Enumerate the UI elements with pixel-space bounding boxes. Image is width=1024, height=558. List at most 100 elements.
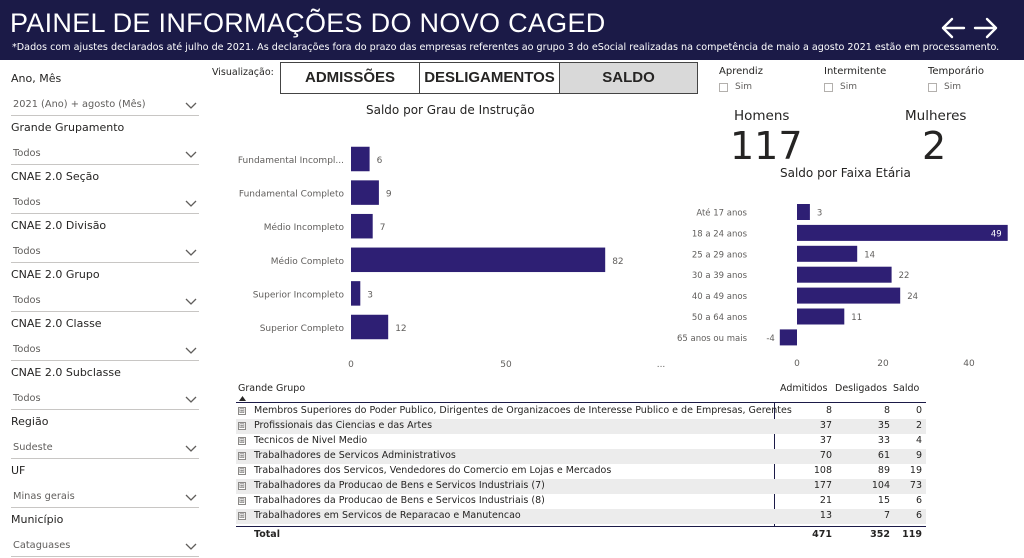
expand-icon[interactable]: ⊞ — [238, 512, 246, 520]
filter-municipio: Município Cataguases — [11, 513, 199, 557]
bar — [797, 224, 1008, 241]
row-saldo: 2 — [915, 420, 922, 431]
filter-grande-grupamento-dropdown[interactable]: Todos — [11, 145, 199, 165]
expand-icon[interactable]: ⊞ — [238, 422, 246, 430]
homens-label: Homens — [734, 108, 790, 124]
category-label: Superior Completo — [260, 324, 345, 334]
category-label: 25 a 29 anos — [692, 250, 748, 260]
bar — [351, 281, 361, 306]
expand-icon[interactable]: ⊞ — [238, 467, 246, 475]
arrow-right-icon[interactable] — [973, 14, 999, 42]
chevron-down-icon — [185, 249, 197, 256]
row-desligados: 104 — [871, 480, 890, 491]
mulheres-value: 2 — [922, 124, 947, 168]
row-desligados: 15 — [877, 495, 890, 506]
filter-value: Todos — [13, 295, 41, 306]
chevron-down-icon — [185, 543, 197, 550]
row-desligados: 35 — [877, 420, 890, 431]
checkbox[interactable] — [824, 82, 833, 92]
category-label: Fundamental Incompl... — [238, 156, 344, 166]
bar — [351, 247, 606, 273]
category-label: Médio Incompleto — [264, 222, 345, 233]
faixa-etaria-chart-title: Saldo por Faixa Etária — [780, 166, 911, 180]
filter-value: Todos — [13, 148, 41, 159]
filter-municipio-dropdown[interactable]: Cataguases — [11, 537, 199, 557]
temporario-filter: Temporário Sim — [928, 66, 985, 92]
filter-cnae-classe-dropdown[interactable]: Todos — [11, 341, 199, 361]
bar — [797, 245, 858, 262]
filter-uf-dropdown[interactable]: Minas gerais — [11, 488, 199, 508]
filter-cnae-divisao-dropdown[interactable]: Todos — [11, 243, 199, 263]
category-label: 40 a 49 anos — [692, 292, 748, 302]
filter-ano-mes-dropdown[interactable]: 2021 (Ano) + agosto (Mês) — [11, 96, 199, 116]
filter-cnae-secao: CNAE 2.0 Seção Todos — [11, 170, 199, 214]
checkbox-label: Sim — [840, 82, 857, 92]
filter-label: UF — [11, 464, 26, 477]
chevron-down-icon — [185, 347, 197, 354]
row-group-name: Trabalhadores da Producao de Bens e Serv… — [254, 480, 545, 491]
chevron-down-icon — [185, 396, 197, 403]
table-row[interactable]: ⊞ Trabalhadores da Producao de Bens e Ser… — [236, 479, 926, 494]
row-group-name: Membros Superiores do Poder Publico, Dir… — [254, 405, 792, 416]
row-desligados: 61 — [877, 450, 890, 461]
column-header-admitidos[interactable]: Admitidos — [780, 383, 828, 394]
temporario-title: Temporário — [928, 66, 985, 77]
expand-icon[interactable]: ⊞ — [238, 437, 246, 445]
expand-icon[interactable]: ⊞ — [238, 482, 246, 490]
filter-label: CNAE 2.0 Classe — [11, 317, 102, 330]
row-admitidos: 37 — [819, 435, 832, 446]
filter-regiao-dropdown[interactable]: Sudeste — [11, 439, 199, 459]
filter-ano-mes: Ano, Mês 2021 (Ano) + agosto (Mês) — [11, 72, 199, 116]
expand-icon[interactable]: ⊞ — [238, 497, 246, 505]
data-label: 22 — [899, 271, 910, 281]
chevron-down-icon — [185, 151, 197, 158]
arrow-left-icon[interactable] — [940, 14, 966, 42]
instrucao-chart-title: Saldo por Grau de Instrução — [366, 103, 535, 117]
table-header-divider — [236, 402, 926, 403]
admissoes-button[interactable]: ADMISSÕES — [280, 62, 420, 94]
filter-value: Todos — [13, 246, 41, 257]
filter-value: Todos — [13, 344, 41, 355]
filter-value: 2021 (Ano) + agosto (Mês) — [13, 99, 146, 110]
filter-uf: UF Minas gerais — [11, 464, 199, 508]
filter-value: Minas gerais — [13, 491, 75, 502]
aprendiz-sim-option[interactable]: Sim — [719, 82, 752, 92]
checkbox[interactable] — [719, 82, 728, 92]
row-admitidos: 13 — [819, 510, 832, 521]
header-bar: PAINEL DE INFORMAÇÕES DO NOVO CAGED *Dad… — [0, 0, 1024, 60]
table-row[interactable]: ⊞ Profissionais das Ciencias e das Artes 3… — [236, 419, 926, 434]
grande-grupo-table: Grande Grupo Admitidos Desligados Saldo … — [232, 378, 932, 558]
row-saldo: 0 — [915, 405, 922, 416]
x-tick-label: 20 — [877, 359, 889, 369]
filter-cnae-secao-dropdown[interactable]: Todos — [11, 194, 199, 214]
intermitente-sim-option[interactable]: Sim — [824, 82, 857, 92]
expand-icon[interactable]: ⊞ — [238, 407, 246, 415]
temporario-sim-option[interactable]: Sim — [928, 82, 961, 92]
filter-label: CNAE 2.0 Seção — [11, 170, 100, 183]
desligamentos-button[interactable]: DESLIGAMENTOS — [419, 62, 560, 94]
table-row[interactable]: ⊞ Trabalhadores de Servicos Administrativ… — [236, 449, 926, 464]
filter-cnae-subclasse-dropdown[interactable]: Todos — [11, 390, 199, 410]
x-tick-label: ... — [657, 360, 666, 370]
table-row[interactable]: ⊞ Membros Superiores do Poder Publico, Di… — [236, 404, 926, 419]
saldo-button[interactable]: SALDO — [559, 62, 698, 94]
column-header-grande-grupo[interactable]: Grande Grupo — [238, 383, 306, 394]
sort-caret-icon — [239, 396, 246, 401]
data-label: 49 — [991, 229, 1002, 239]
row-admitidos: 37 — [819, 420, 832, 431]
row-desligados: 7 — [883, 510, 890, 521]
column-header-desligados[interactable]: Desligados — [835, 383, 888, 394]
table-row[interactable]: ⊞ Trabalhadores dos Servicos, Vendedores … — [236, 464, 926, 479]
category-label: Fundamental Completo — [239, 190, 345, 200]
bar — [351, 213, 373, 239]
column-header-saldo[interactable]: Saldo — [893, 383, 920, 394]
checkbox[interactable] — [928, 82, 937, 92]
table-row[interactable]: ⊞ Trabalhadores em Servicos de Reparacao … — [236, 509, 926, 524]
filter-cnae-grupo-dropdown[interactable]: Todos — [11, 292, 199, 312]
expand-icon[interactable]: ⊞ — [238, 452, 246, 460]
homens-value: 117 — [730, 124, 803, 168]
table-row[interactable]: ⊞ Trabalhadores da Producao de Bens e Ser… — [236, 494, 926, 509]
filter-value: Todos — [13, 393, 41, 404]
filter-cnae-grupo: CNAE 2.0 Grupo Todos — [11, 268, 199, 312]
table-row[interactable]: ⊞ Tecnicos de Nivel Medio 37 33 4 — [236, 434, 926, 449]
